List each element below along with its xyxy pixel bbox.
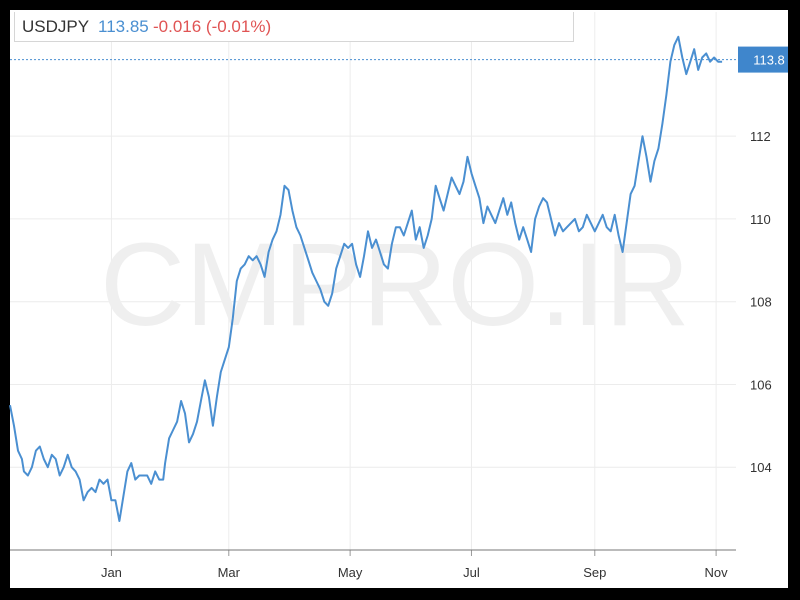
y-tick-label: 106 xyxy=(750,377,772,392)
quote-header xyxy=(14,12,574,42)
last-value-badge xyxy=(738,46,788,73)
series-group xyxy=(9,35,723,522)
y-tick-label: 112 xyxy=(750,129,771,144)
price-change: -0.016 (-0.01%) xyxy=(153,17,272,36)
symbol-label: USDJPY xyxy=(22,17,90,36)
x-tick-label: Jul xyxy=(463,565,480,580)
y-tick-label: 104 xyxy=(750,460,772,475)
price-line xyxy=(9,35,723,522)
y-tick-label: 108 xyxy=(750,295,772,310)
watermark-text: CMPRO.IR xyxy=(100,219,690,351)
chart-grid xyxy=(10,12,736,550)
chart-frame xyxy=(10,10,788,588)
x-tick-label: Mar xyxy=(218,565,241,580)
x-tick-label: Nov xyxy=(705,565,729,580)
last-price: 113.85 xyxy=(98,17,149,36)
chart-axes: 104 106 108 110 112 Jan Mar May Jul Sep Nov xyxy=(10,129,772,580)
last-value-label: 113.8 xyxy=(753,53,785,68)
x-tick-label: Jan xyxy=(101,565,122,580)
y-tick-label: 110 xyxy=(750,212,771,227)
x-tick-label: May xyxy=(338,565,363,580)
last-value-marker: 113.8 xyxy=(10,46,788,73)
x-tick-label: Sep xyxy=(583,565,606,580)
